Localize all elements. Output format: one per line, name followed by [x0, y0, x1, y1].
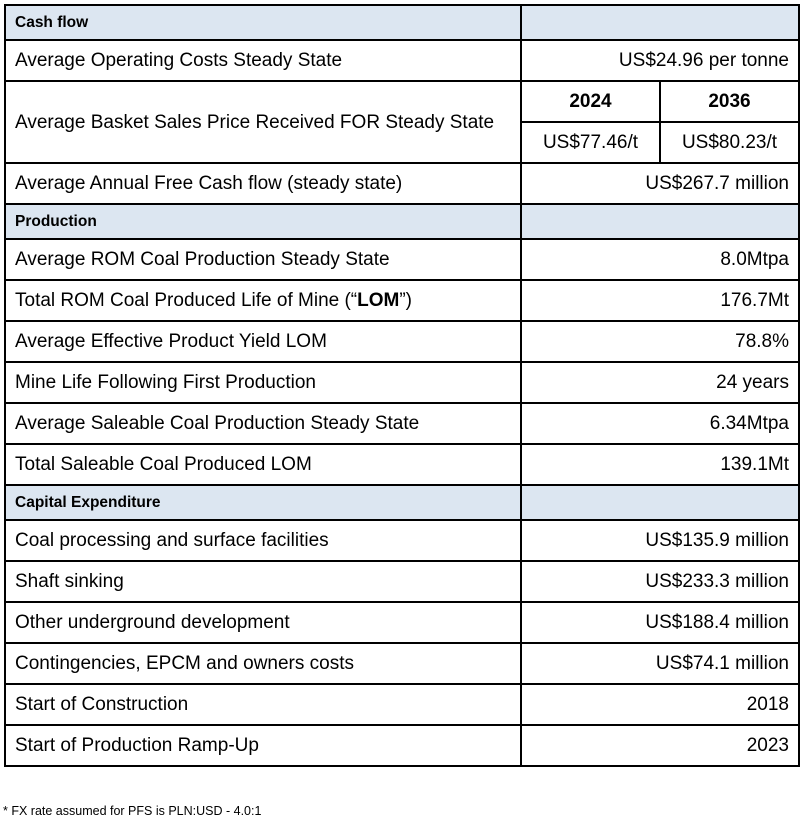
section-header-empty — [520, 203, 800, 240]
row-label: Shaft sinking — [4, 560, 522, 603]
row-label: Average Operating Costs Steady State — [4, 39, 522, 82]
table-row: Start of Construction 2018 — [4, 683, 800, 726]
table-row: Shaft sinking US$233.3 million — [4, 560, 800, 603]
section-header-row: Production — [4, 203, 800, 240]
row-value: US$267.7 million — [520, 162, 800, 205]
row-label: Average Annual Free Cash flow (steady st… — [4, 162, 522, 205]
row-label: Start of Production Ramp-Up — [4, 724, 522, 767]
section-header-empty — [520, 4, 800, 41]
row-value: US$74.1 million — [520, 642, 800, 685]
table-row: Average Effective Product Yield LOM 78.8… — [4, 320, 800, 363]
row-value: US$80.23/t — [659, 121, 800, 164]
row-value: US$233.3 million — [520, 560, 800, 603]
table-row: Average Operating Costs Steady State US$… — [4, 39, 800, 82]
row-value: US$77.46/t — [520, 121, 661, 164]
section-header-row: Cash flow — [4, 4, 800, 41]
table-row: US$77.46/t US$80.23/t — [5, 121, 800, 164]
table-row: Average Basket Sales Price Received FOR … — [4, 80, 800, 164]
table-row: Average Annual Free Cash flow (steady st… — [4, 162, 800, 205]
row-label: Total ROM Coal Produced Life of Mine (“L… — [4, 279, 522, 322]
row-label: Average Saleable Coal Production Steady … — [4, 402, 522, 445]
table-row: Other underground development US$188.4 m… — [4, 601, 800, 644]
section-header-row: Capital Expenditure — [4, 484, 800, 521]
table-row: Coal processing and surface facilities U… — [4, 519, 800, 562]
year-header: 2024 — [520, 80, 661, 123]
row-label: Total Saleable Coal Produced LOM — [4, 443, 522, 486]
row-value: 6.34Mtpa — [520, 402, 800, 445]
table-row: Average Saleable Coal Production Steady … — [4, 402, 800, 445]
row-label: Average ROM Coal Production Steady State — [4, 238, 522, 281]
table-row: Total ROM Coal Produced Life of Mine (“L… — [4, 279, 800, 322]
table-row: Contingencies, EPCM and owners costs US$… — [4, 642, 800, 685]
section-title: Production — [4, 203, 522, 240]
row-value: 2023 — [520, 724, 800, 767]
row-label: Average Effective Product Yield LOM — [4, 320, 522, 363]
label-text: Total ROM Coal Produced Life of Mine (“ — [15, 290, 358, 311]
row-label: Start of Construction — [4, 683, 522, 726]
summary-table: Cash flow Average Operating Costs Steady… — [4, 4, 800, 767]
row-value: US$135.9 million — [520, 519, 800, 562]
row-value: 8.0Mtpa — [520, 238, 800, 281]
row-label: Average Basket Sales Price Received FOR … — [4, 80, 522, 164]
row-value: US$24.96 per tonne — [520, 39, 800, 82]
row-value: 2018 — [520, 683, 800, 726]
footnote: * FX rate assumed for PFS is PLN:USD - 4… — [3, 804, 262, 818]
row-label: Coal processing and surface facilities — [4, 519, 522, 562]
row-label: Other underground development — [4, 601, 522, 644]
row-label: Contingencies, EPCM and owners costs — [4, 642, 522, 685]
label-bold-term: LOM — [357, 290, 400, 311]
table-row: Mine Life Following First Production 24 … — [4, 361, 800, 404]
row-value: 78.8% — [520, 320, 800, 363]
row-value: 24 years — [520, 361, 800, 404]
section-title: Capital Expenditure — [4, 484, 522, 521]
row-label: Mine Life Following First Production — [4, 361, 522, 404]
section-title: Cash flow — [4, 4, 522, 41]
table-row: Total Saleable Coal Produced LOM 139.1Mt — [4, 443, 800, 486]
row-value: 176.7Mt — [520, 279, 800, 322]
label-text: ”) — [399, 290, 413, 311]
year-header: 2036 — [659, 80, 800, 123]
table-row: Average ROM Coal Production Steady State… — [4, 238, 800, 281]
row-value: 139.1Mt — [520, 443, 800, 486]
table-row: Start of Production Ramp-Up 2023 — [4, 724, 800, 767]
row-value: US$188.4 million — [520, 601, 800, 644]
section-header-empty — [520, 484, 800, 521]
